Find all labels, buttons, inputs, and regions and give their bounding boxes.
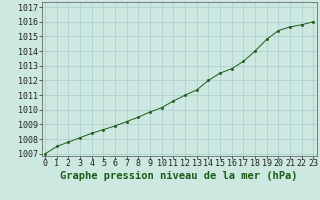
X-axis label: Graphe pression niveau de la mer (hPa): Graphe pression niveau de la mer (hPa) [60,171,298,181]
